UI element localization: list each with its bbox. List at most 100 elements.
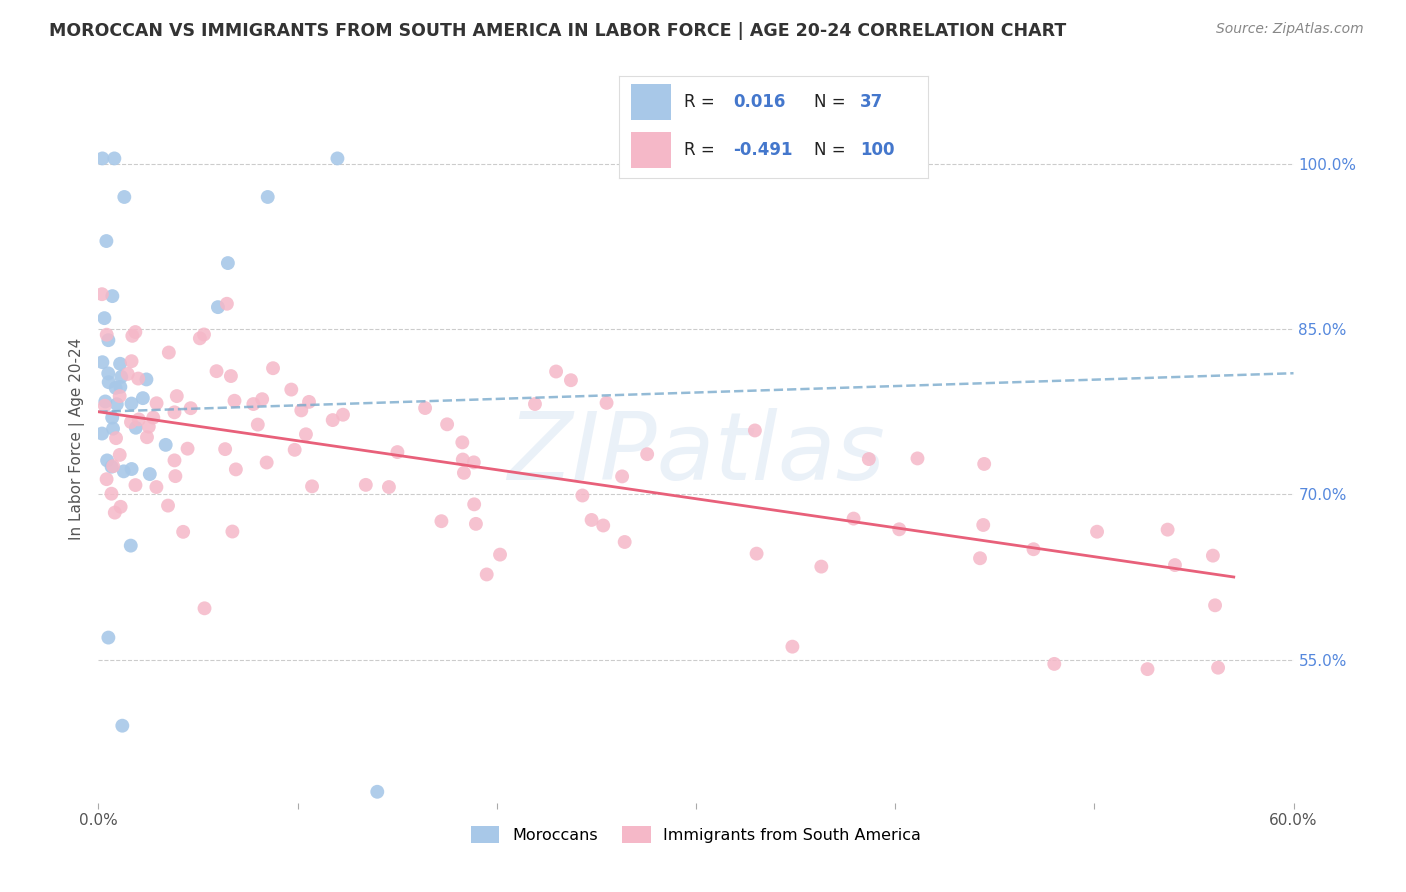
Point — [290, 403, 312, 417]
Point — [475, 567, 498, 582]
Text: N =: N = — [814, 93, 845, 111]
Point — [93, 311, 115, 326]
Point — [215, 297, 238, 311]
Text: 37: 37 — [860, 93, 883, 111]
Point — [221, 524, 243, 539]
Point — [463, 497, 485, 511]
Point — [907, 451, 929, 466]
Point — [142, 410, 165, 425]
Text: R =: R = — [683, 141, 714, 159]
Point — [207, 300, 229, 314]
Point — [1085, 524, 1108, 539]
Point — [262, 361, 284, 376]
Point — [256, 190, 278, 204]
Point — [101, 459, 124, 474]
Point — [413, 401, 436, 415]
Point — [121, 354, 143, 368]
Point — [136, 430, 159, 444]
Point — [193, 327, 215, 342]
Point — [889, 522, 911, 536]
Point — [205, 364, 228, 378]
Point — [117, 367, 139, 381]
FancyBboxPatch shape — [631, 132, 671, 168]
Point — [145, 480, 167, 494]
Point — [387, 445, 409, 459]
Text: -0.491: -0.491 — [733, 141, 793, 159]
Point — [108, 389, 131, 403]
Point — [745, 547, 768, 561]
Point — [523, 397, 546, 411]
Point — [112, 464, 135, 478]
Point — [546, 364, 568, 378]
Point — [782, 640, 804, 654]
Point — [166, 389, 188, 403]
Point — [326, 152, 349, 166]
Point — [132, 391, 155, 405]
Text: Source: ZipAtlas.com: Source: ZipAtlas.com — [1216, 22, 1364, 37]
Point — [108, 448, 131, 462]
Point — [163, 405, 186, 419]
Point — [96, 327, 118, 342]
Y-axis label: In Labor Force | Age 20-24: In Labor Force | Age 20-24 — [69, 338, 84, 541]
Point — [176, 442, 198, 456]
Point — [256, 456, 278, 470]
Point — [124, 325, 146, 339]
Point — [430, 514, 453, 528]
Point — [973, 457, 995, 471]
Text: 100: 100 — [860, 141, 894, 159]
Point — [242, 397, 264, 411]
Point — [120, 415, 142, 429]
Point — [145, 396, 167, 410]
Point — [101, 410, 124, 425]
Point — [1043, 657, 1066, 671]
Point — [104, 506, 127, 520]
Point — [111, 719, 134, 733]
Text: R =: R = — [683, 93, 714, 111]
Point — [1202, 549, 1225, 563]
Point — [96, 234, 118, 248]
FancyBboxPatch shape — [631, 84, 671, 120]
Point — [1022, 542, 1045, 557]
Point — [489, 548, 512, 562]
Text: 0.016: 0.016 — [733, 93, 786, 111]
Point — [135, 372, 157, 386]
Text: MOROCCAN VS IMMIGRANTS FROM SOUTH AMERICA IN LABOR FORCE | AGE 20-24 CORRELATION: MOROCCAN VS IMMIGRANTS FROM SOUTH AMERIC… — [49, 22, 1067, 40]
Point — [810, 559, 832, 574]
Point — [180, 401, 202, 416]
Point — [972, 518, 994, 533]
Point — [110, 500, 132, 514]
Point — [453, 466, 475, 480]
Point — [91, 355, 114, 369]
Point — [322, 413, 344, 427]
Point — [354, 478, 377, 492]
Point — [121, 462, 143, 476]
Point — [636, 447, 658, 461]
Text: ZIPatlas: ZIPatlas — [508, 409, 884, 500]
Point — [121, 328, 143, 343]
Point — [464, 516, 486, 531]
Point — [284, 442, 307, 457]
Point — [101, 289, 124, 303]
Point — [97, 367, 120, 381]
Point — [97, 333, 120, 347]
Point — [217, 256, 239, 270]
Point — [842, 511, 865, 525]
Point — [280, 383, 302, 397]
Point — [246, 417, 269, 432]
Point — [744, 424, 766, 438]
Point — [378, 480, 401, 494]
Point — [110, 369, 132, 384]
Point — [165, 469, 187, 483]
Point — [121, 396, 143, 410]
Point — [97, 375, 120, 389]
Point — [110, 380, 132, 394]
Point — [1206, 661, 1229, 675]
Point — [91, 426, 114, 441]
Point — [224, 393, 246, 408]
Point — [112, 190, 135, 204]
Point — [219, 369, 242, 384]
Text: N =: N = — [814, 141, 845, 159]
Point — [188, 331, 211, 345]
Point — [96, 453, 118, 467]
Point — [366, 785, 388, 799]
